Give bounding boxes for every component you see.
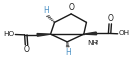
Text: O: O [107, 15, 113, 23]
Polygon shape [37, 34, 50, 36]
Text: H: H [44, 6, 49, 15]
Text: O: O [68, 3, 74, 12]
Polygon shape [84, 32, 97, 35]
Text: OH: OH [118, 30, 129, 36]
Text: 2: 2 [95, 40, 98, 45]
Text: H: H [65, 48, 71, 57]
Text: HO: HO [4, 31, 15, 37]
Text: O: O [23, 45, 29, 54]
Text: NH: NH [87, 40, 98, 46]
